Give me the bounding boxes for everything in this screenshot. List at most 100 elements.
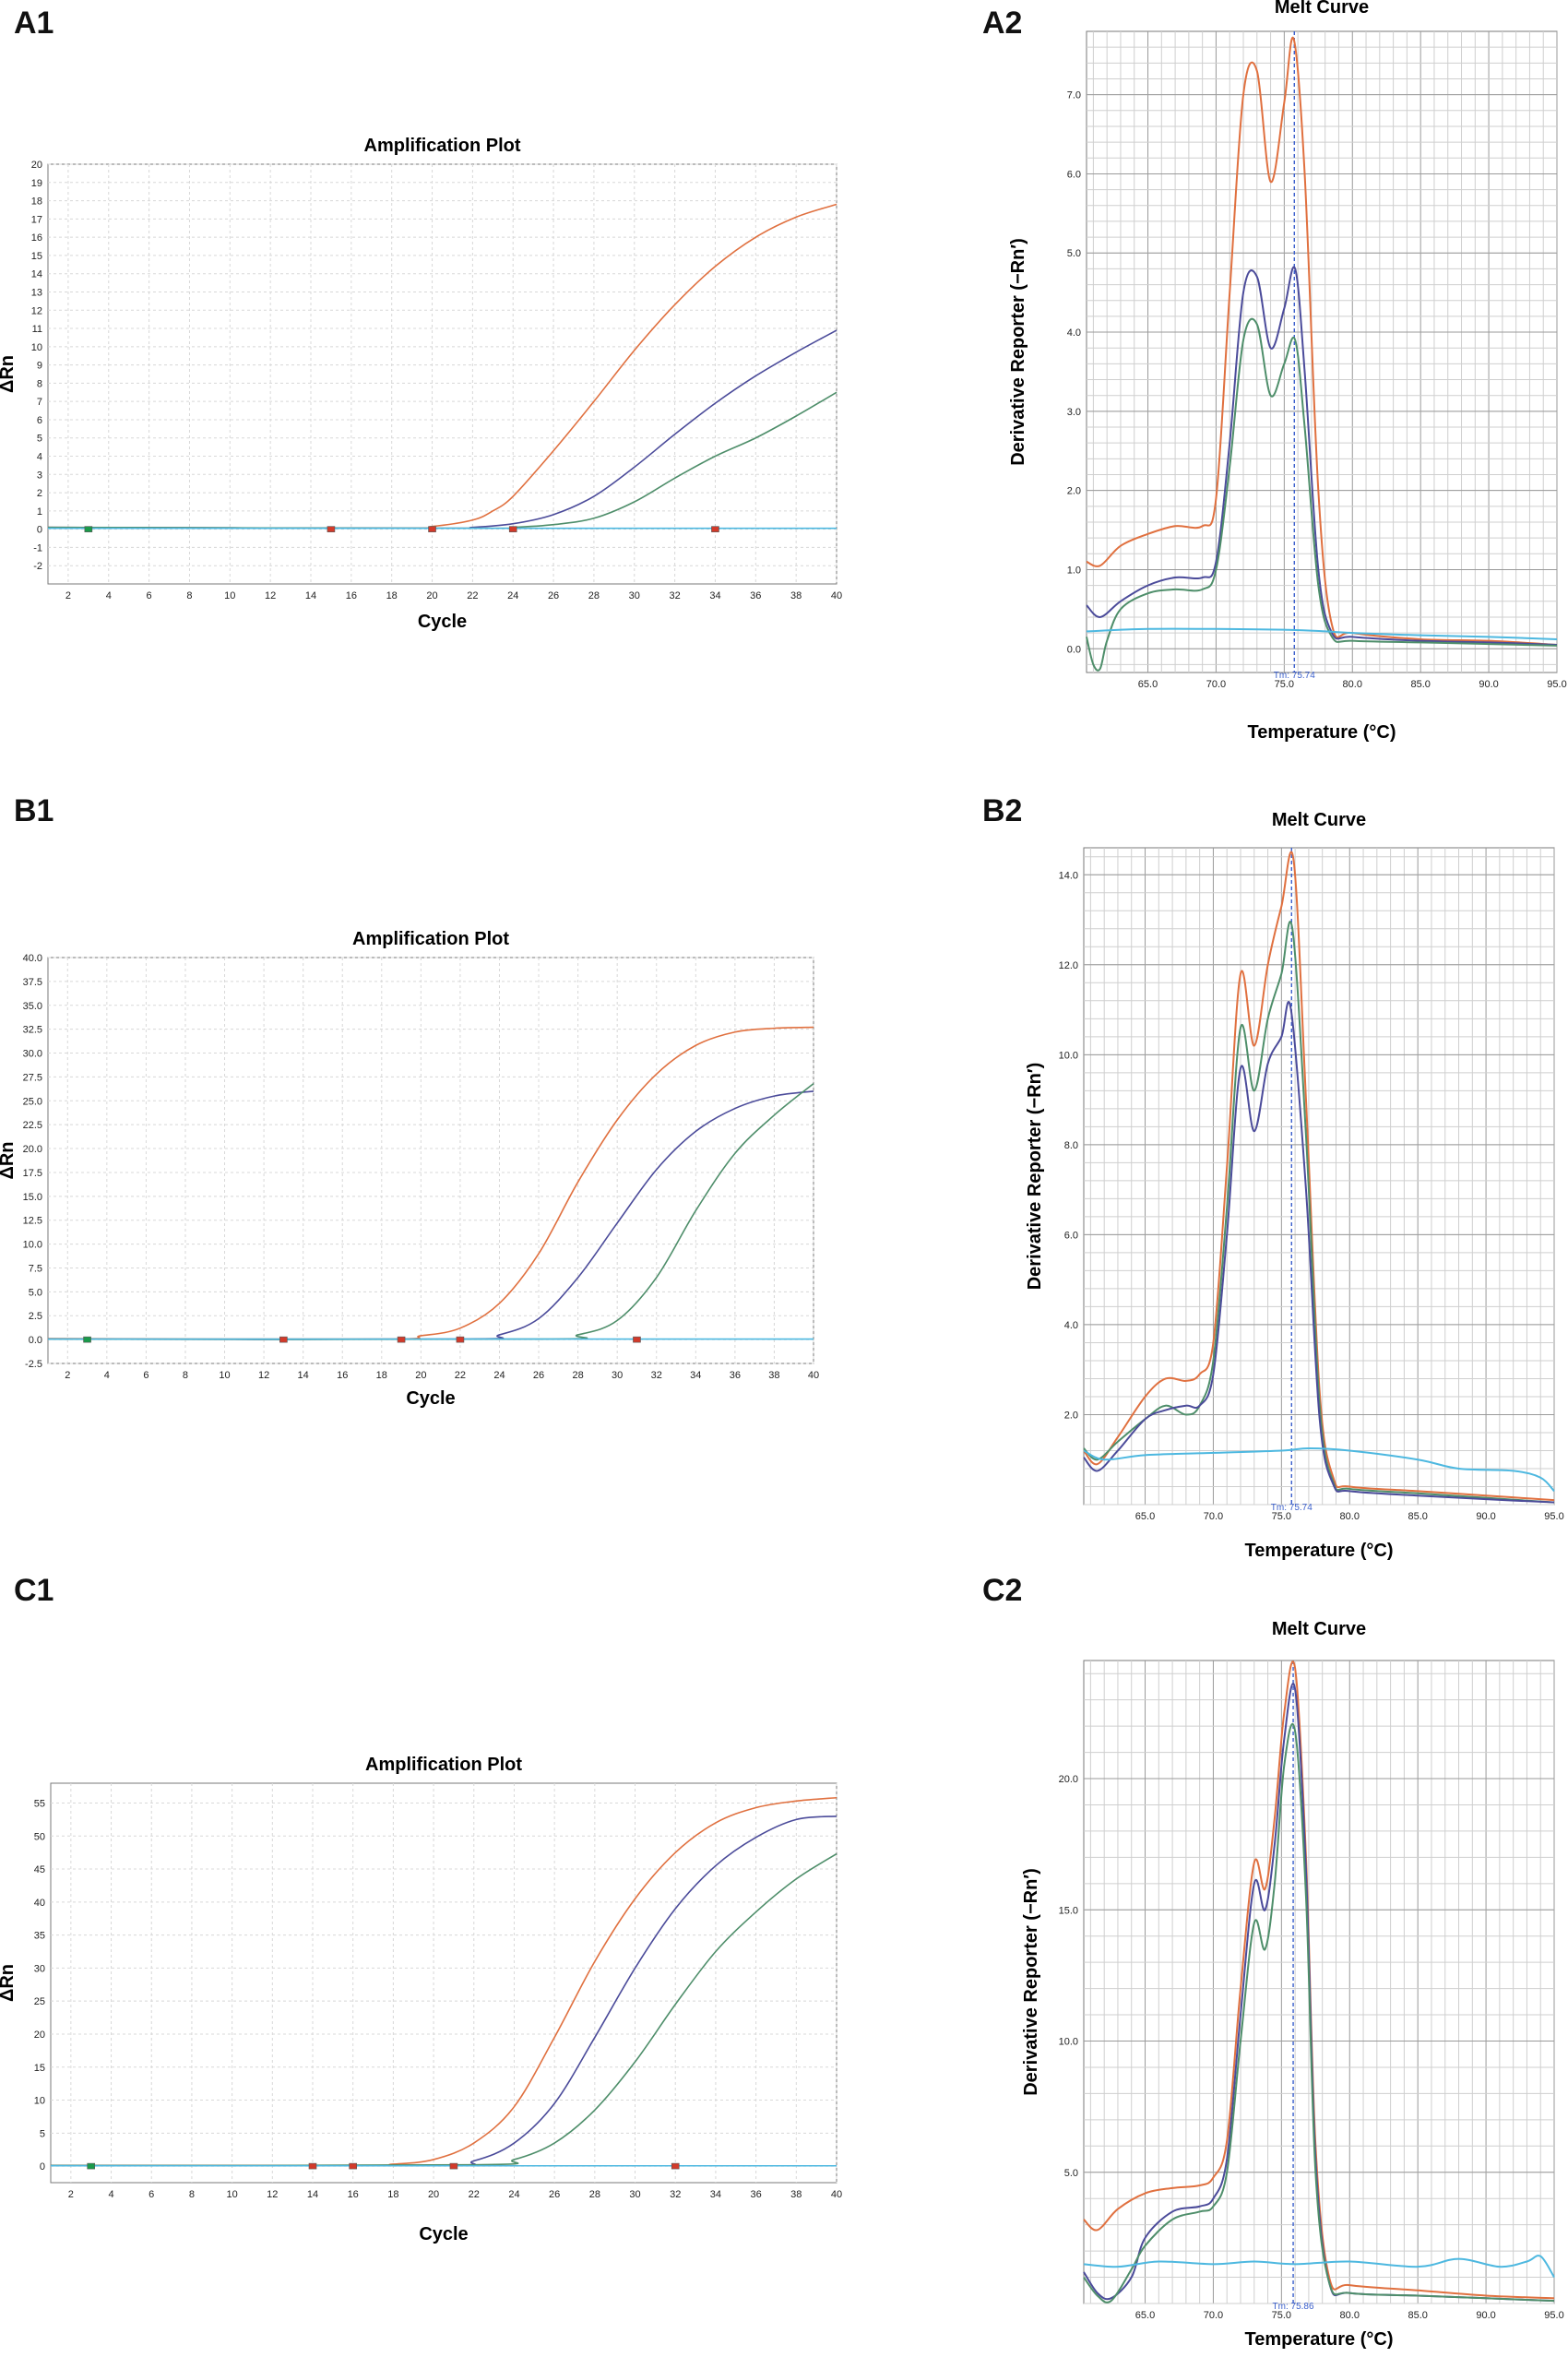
y-tick-label: 6	[37, 415, 42, 426]
threshold-marker	[428, 526, 436, 532]
x-tick-label: 2	[65, 590, 71, 601]
y-tick-label: 6.0	[1067, 169, 1081, 180]
y-tick-label: 7	[37, 397, 42, 408]
y-axis-label: ΔRn	[0, 355, 18, 393]
y-tick-label: 40.0	[23, 953, 42, 964]
y-tick-label: 0.0	[29, 1335, 42, 1346]
x-tick-label: 36	[750, 2189, 761, 2200]
x-tick-label: 36	[750, 590, 761, 601]
x-tick-label: 30	[612, 1370, 623, 1381]
panel-label-c2: C2	[982, 1573, 1023, 1608]
y-tick-label: 5.0	[1064, 2168, 1078, 2179]
y-tick-label: 7.0	[1067, 90, 1081, 101]
y-tick-label: 35	[34, 1931, 45, 1942]
y-axis-label: Derivative Reporter (−Rn′)	[1021, 1868, 1041, 2096]
x-tick-label: 14	[307, 2189, 318, 2200]
y-tick-label: 25.0	[23, 1096, 42, 1107]
chart-title: Amplification Plot	[365, 1755, 522, 1775]
x-tick-label: 18	[376, 1370, 387, 1381]
chart-title: Melt Curve	[1272, 1619, 1366, 1639]
series-line-orange	[1086, 36, 1558, 646]
x-tick-label: 85.0	[1408, 1511, 1427, 1522]
x-tick-label: 18	[387, 2189, 398, 2200]
y-tick-label: 10	[31, 342, 42, 353]
x-tick-label: 65.0	[1135, 1511, 1155, 1522]
x-tick-label: 30	[629, 590, 640, 601]
panel-label-a2: A2	[982, 6, 1023, 41]
x-tick-label: 12	[267, 2189, 278, 2200]
y-tick-label: 32.5	[23, 1025, 42, 1036]
x-tick-label: 24	[493, 1370, 505, 1381]
x-tick-label: 85.0	[1408, 2310, 1427, 2321]
series-line-green	[1086, 317, 1558, 672]
y-tick-label: 20	[31, 160, 42, 171]
y-tick-label: 18	[31, 196, 42, 208]
x-tick-label: 16	[337, 1370, 348, 1381]
x-tick-label: 10	[224, 590, 235, 601]
x-tick-label: 6	[148, 2189, 154, 2200]
y-tick-label: 10.0	[23, 1240, 42, 1251]
x-tick-label: 4	[108, 2189, 113, 2200]
x-tick-label: 22	[455, 1370, 466, 1381]
melt-curve-c2: Melt Curve 65.0 70.0 75.0 80.0 85.0 90.0 95.0 5.…	[1021, 1619, 1564, 2350]
x-tick-label: 32	[670, 2189, 681, 2200]
x-tick-label: 38	[790, 2189, 802, 2200]
x-tick-label: 2	[65, 1370, 70, 1381]
x-axis-label: Cycle	[419, 2224, 468, 2244]
threshold-marker	[279, 1336, 288, 1343]
x-tick-label: 24	[508, 2189, 519, 2200]
series-line-green	[1083, 1722, 1555, 2303]
threshold-marker	[456, 1336, 465, 1343]
gridlines	[48, 957, 814, 1364]
y-tick-label: 8	[37, 378, 42, 389]
threshold-marker	[711, 526, 719, 532]
y-tick-label: 12.5	[23, 1216, 42, 1227]
y-tick-label: 20.0	[1059, 1774, 1078, 1785]
x-tick-label: 40	[808, 1370, 819, 1381]
y-tick-label: 17.5	[23, 1168, 42, 1179]
y-tick-label: 35.0	[23, 1001, 42, 1012]
y-tick-label: -1	[33, 542, 42, 554]
x-tick-label: 90.0	[1479, 679, 1498, 690]
series-line-cyan	[1083, 1447, 1555, 1493]
series-line-purple	[1083, 1001, 1555, 1504]
x-tick-label: 6	[147, 590, 152, 601]
y-tick-label: 13	[31, 287, 42, 298]
threshold-marker	[87, 2162, 95, 2170]
x-tick-label: 2	[68, 2189, 74, 2200]
x-tick-label: 20	[415, 1370, 426, 1381]
x-tick-label: 65.0	[1138, 679, 1158, 690]
panel-label-b1: B1	[14, 793, 54, 828]
x-tick-label: 34	[690, 1370, 701, 1381]
gridlines	[48, 163, 837, 584]
y-tick-label: 25	[34, 1996, 45, 2007]
y-tick-label: 15.0	[1059, 1905, 1078, 1916]
y-tick-label: 19	[31, 178, 42, 189]
threshold-marker	[349, 2162, 357, 2170]
gridlines	[1084, 848, 1555, 1506]
y-tick-label: 15.0	[23, 1192, 42, 1203]
y-tick-label: 3.0	[1067, 407, 1081, 418]
y-tick-label: 30	[34, 1963, 45, 1974]
y-tick-label: 2.5	[29, 1311, 42, 1322]
x-tick-label: 20	[428, 2189, 439, 2200]
x-tick-label: 8	[183, 1370, 188, 1381]
x-tick-label: 26	[533, 1370, 544, 1381]
x-tick-label: 16	[346, 590, 357, 601]
chart-title: Amplification Plot	[364, 136, 521, 156]
y-tick-label: -2	[33, 561, 42, 572]
y-tick-label: 14.0	[1059, 870, 1078, 881]
tm-label: Tm: 75.74	[1274, 671, 1315, 681]
x-tick-label: 30	[629, 2189, 640, 2200]
y-tick-label: 37.5	[23, 977, 42, 988]
y-tick-label: 4	[37, 452, 42, 463]
y-tick-label: 10	[34, 2096, 45, 2107]
x-tick-label: 26	[548, 590, 559, 601]
y-tick-label: 12.0	[1059, 960, 1078, 971]
y-axis-label: ΔRn	[0, 1964, 18, 2002]
y-tick-label: 7.5	[29, 1263, 42, 1274]
x-tick-label: 4	[106, 590, 112, 601]
x-tick-label: 34	[709, 590, 720, 601]
x-tick-label: 80.0	[1343, 679, 1362, 690]
